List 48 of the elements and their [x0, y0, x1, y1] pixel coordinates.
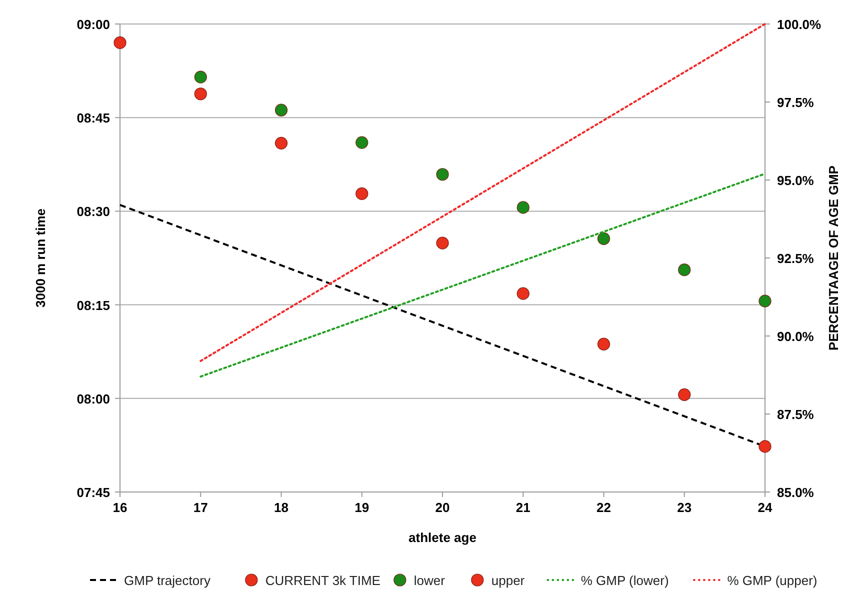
point — [678, 388, 691, 401]
x-tick-label: 16 — [112, 500, 128, 515]
point — [516, 201, 530, 214]
point — [356, 187, 368, 200]
y-tick-label: 08:15 — [76, 298, 110, 313]
y2-tick-label: 90.0% — [777, 329, 814, 344]
point — [356, 136, 368, 149]
point — [114, 36, 126, 50]
y-axis-title: 3000 m run time — [33, 208, 48, 308]
x-axis-title: athlete age — [408, 530, 476, 545]
y2-axis-title: PERCENTAAGE OF AGE GMP — [826, 165, 841, 350]
y2-tick-label: 87.5% — [777, 407, 814, 422]
y-tick-label: 07:45 — [76, 485, 110, 500]
y-tick-label: 09:00 — [76, 17, 110, 32]
x-tick-label: 18 — [274, 500, 288, 515]
point — [274, 104, 288, 116]
point — [597, 232, 610, 245]
x-tick-label: 20 — [435, 500, 450, 515]
y2-tick-label: 92.5% — [777, 251, 814, 266]
point — [758, 294, 772, 308]
y2-tick-label: 100.0% — [777, 17, 822, 32]
x-tick-label: 22 — [596, 500, 611, 515]
point — [274, 136, 288, 150]
x-tick-label: 24 — [758, 500, 773, 515]
legend-label: GMP trajectory — [124, 573, 211, 588]
point — [758, 440, 772, 453]
y2-tick-label: 95.0% — [777, 173, 814, 188]
point — [516, 287, 530, 300]
legend-label: upper — [491, 573, 526, 588]
x-tick-label: 23 — [677, 500, 692, 515]
y2-tick-label: 85.0% — [777, 485, 814, 500]
point — [194, 70, 207, 84]
point — [436, 168, 449, 181]
x-tick-label: 21 — [516, 500, 530, 515]
point — [678, 264, 691, 276]
legend-label: % GMP (lower) — [580, 573, 669, 588]
point — [597, 338, 610, 350]
y2-tick-label: 97.5% — [777, 95, 814, 110]
x-tick-label: 17 — [193, 500, 208, 515]
legend-label: CURRENT 3k TIME — [265, 573, 381, 588]
y-tick-label: 08:30 — [76, 204, 110, 220]
y-tick-label: 08:00 — [76, 391, 110, 406]
point — [194, 88, 207, 100]
legend-label: lower — [414, 573, 446, 588]
legend-label: % GMP (upper) — [727, 573, 818, 588]
x-tick-label: 19 — [354, 500, 370, 515]
point — [436, 236, 449, 250]
y-tick-label: 08:45 — [76, 110, 110, 126]
